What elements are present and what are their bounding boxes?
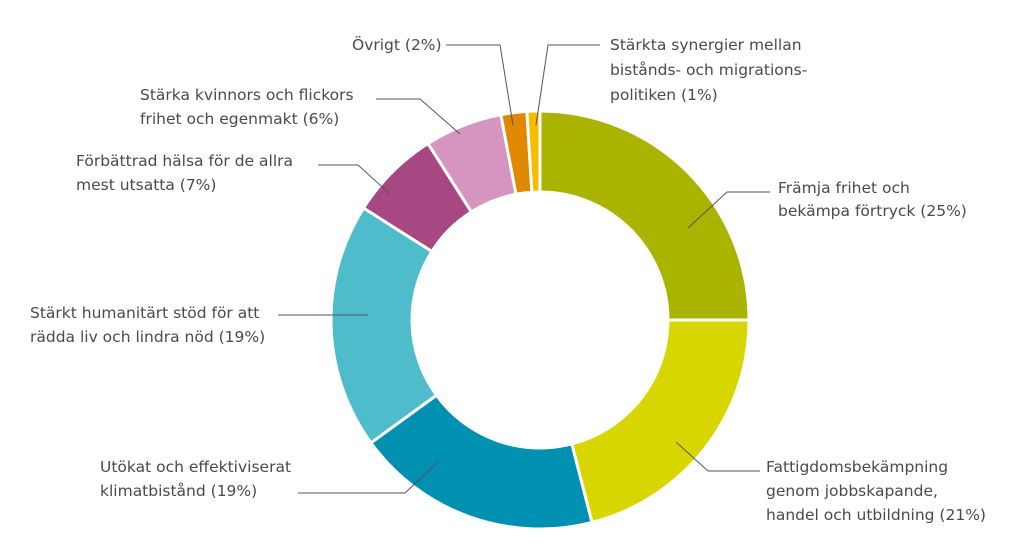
slice-label: Utökat och effektiviserat <box>100 458 291 476</box>
slice-label: frihet och egenmakt (6%) <box>140 110 339 128</box>
leader-line <box>675 441 760 472</box>
leader-line <box>298 461 439 494</box>
slice-label: genom jobbskapande, <box>766 482 938 500</box>
slice-label: bistånds- och migrations- <box>610 61 807 79</box>
slice-label: Stärkt humanitärt stöd för att <box>30 304 259 322</box>
slice-label: Stärkta synergier mellan <box>610 36 802 54</box>
slice-label: Förbättrad hälsa för de allra <box>76 152 293 170</box>
donut-slice <box>525 109 542 194</box>
slice-label: Övrigt (2%) <box>352 35 442 54</box>
leader-line <box>376 98 461 135</box>
donut-slice <box>570 318 751 525</box>
donut-slice <box>538 109 751 322</box>
slice-label: rädda liv och lindra nöd (19%) <box>30 328 265 346</box>
leader-line <box>446 44 514 126</box>
slice-label: politiken (1%) <box>610 86 718 104</box>
slice-label: Stärka kvinnors och flickors <box>140 86 354 104</box>
slice-label: handel och utbildning (21%) <box>766 506 986 524</box>
leader-line <box>535 44 600 126</box>
slice-label: mest utsatta (7%) <box>76 176 216 194</box>
slice-label: Främja frihet och <box>778 179 910 197</box>
leader-line <box>687 191 770 229</box>
leader-line <box>318 164 391 195</box>
slice-label: bekämpa förtryck (25%) <box>778 202 967 220</box>
slice-label: klimatbistånd (19%) <box>100 482 257 500</box>
slice-label: Fattigdomsbekämpning <box>766 458 948 476</box>
